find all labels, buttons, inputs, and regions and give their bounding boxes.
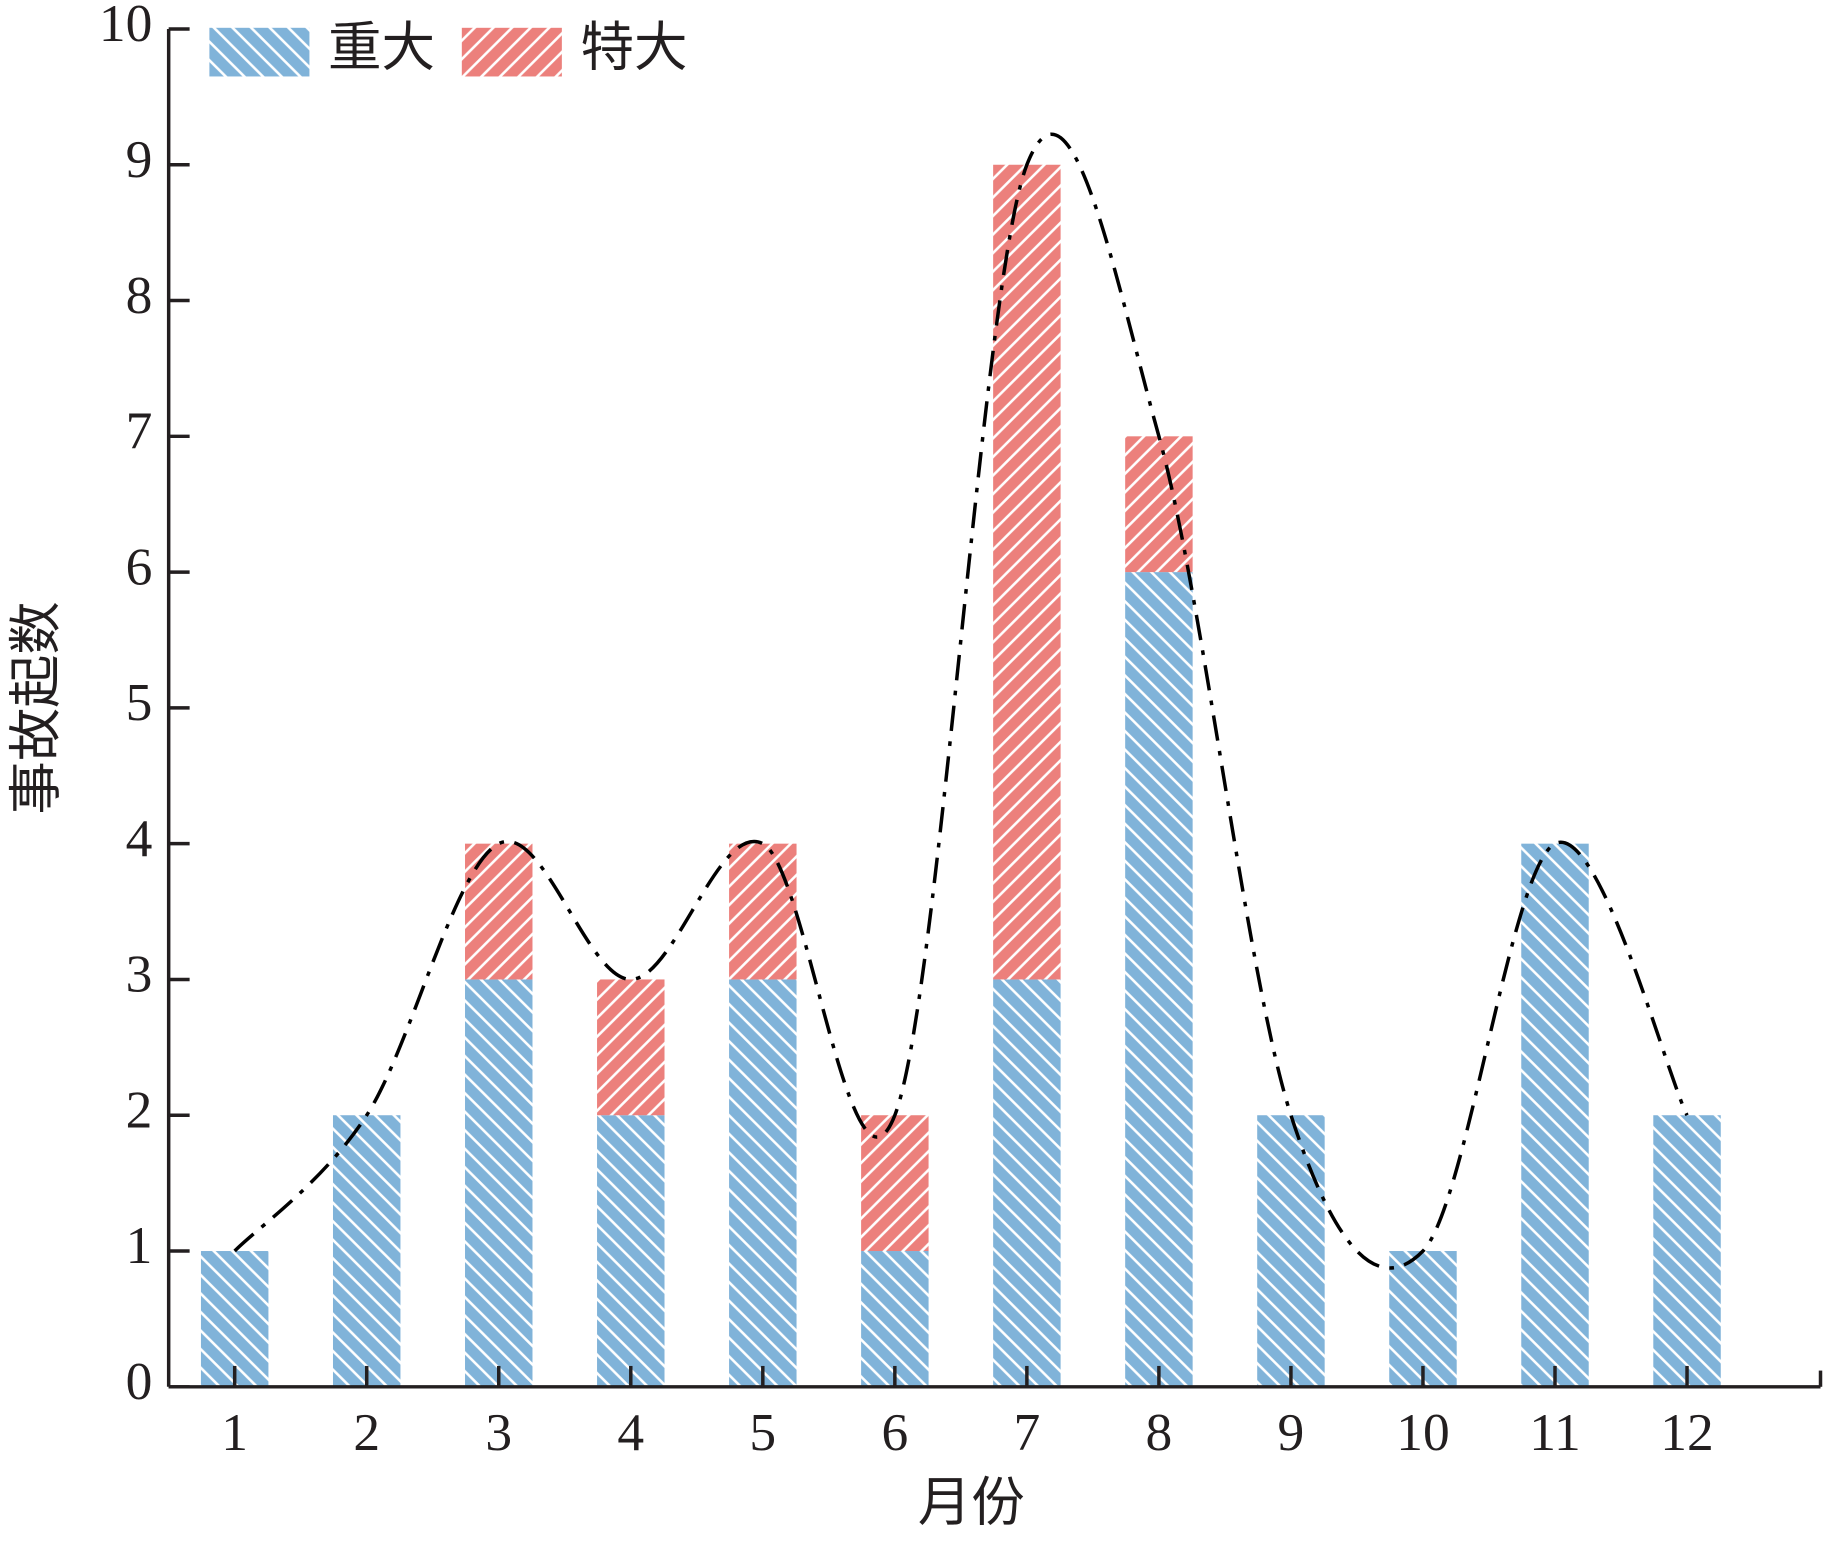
bar-segment xyxy=(729,843,797,980)
legend-label: 特大 xyxy=(580,18,687,78)
x-tick-label: 1 xyxy=(221,1402,248,1462)
x-tick-label: 3 xyxy=(485,1402,512,1462)
bar-segment xyxy=(1125,436,1193,573)
x-tick-label: 6 xyxy=(881,1402,908,1462)
bar-segment xyxy=(1653,1115,1721,1387)
legend-swatch xyxy=(209,27,310,77)
x-tick-label: 10 xyxy=(1396,1402,1449,1462)
y-tick-label: 2 xyxy=(126,1080,153,1140)
x-tick-label: 2 xyxy=(353,1402,380,1462)
x-tick-label: 11 xyxy=(1529,1402,1581,1462)
bar-segment xyxy=(332,1115,401,1387)
bar-segment xyxy=(1257,1115,1325,1387)
x-axis-label: 月份 xyxy=(918,1473,1025,1533)
x-tick-label: 12 xyxy=(1660,1402,1713,1462)
x-tick-label: 8 xyxy=(1146,1402,1173,1462)
bar-segment xyxy=(729,979,797,1387)
trend-line xyxy=(233,132,1689,1270)
bar-segment xyxy=(993,979,1061,1387)
y-tick-label: 6 xyxy=(126,536,153,596)
y-tick-label: 8 xyxy=(126,265,153,325)
y-tick-label: 1 xyxy=(126,1215,153,1275)
bar-segment xyxy=(1125,572,1193,1387)
y-tick-label: 5 xyxy=(126,672,153,732)
bar-segment xyxy=(597,979,665,1116)
legend-swatch xyxy=(461,27,562,77)
bar-segment xyxy=(1389,1251,1457,1387)
bar-segment xyxy=(861,1115,929,1252)
y-axis-label: 事故起数 xyxy=(6,601,66,814)
bar-segment xyxy=(993,164,1061,980)
x-tick-label: 9 xyxy=(1278,1402,1305,1462)
legend-label: 重大 xyxy=(328,18,435,78)
bar-segment xyxy=(465,843,533,980)
y-tick-label: 10 xyxy=(99,0,152,53)
bar-segment xyxy=(1521,843,1589,1387)
y-tick-label: 9 xyxy=(126,129,153,189)
y-tick-label: 3 xyxy=(126,944,153,1004)
y-tick-label: 4 xyxy=(126,808,153,868)
bar-segment xyxy=(200,1251,269,1387)
bar-segment xyxy=(465,979,533,1387)
x-tick-label: 7 xyxy=(1013,1402,1040,1462)
x-tick-label: 5 xyxy=(749,1402,776,1462)
x-tick-label: 4 xyxy=(617,1402,644,1462)
bar-segment xyxy=(597,1115,665,1387)
bar-segment xyxy=(861,1251,929,1387)
y-tick-label: 0 xyxy=(126,1351,153,1411)
y-tick-label: 7 xyxy=(126,401,153,461)
